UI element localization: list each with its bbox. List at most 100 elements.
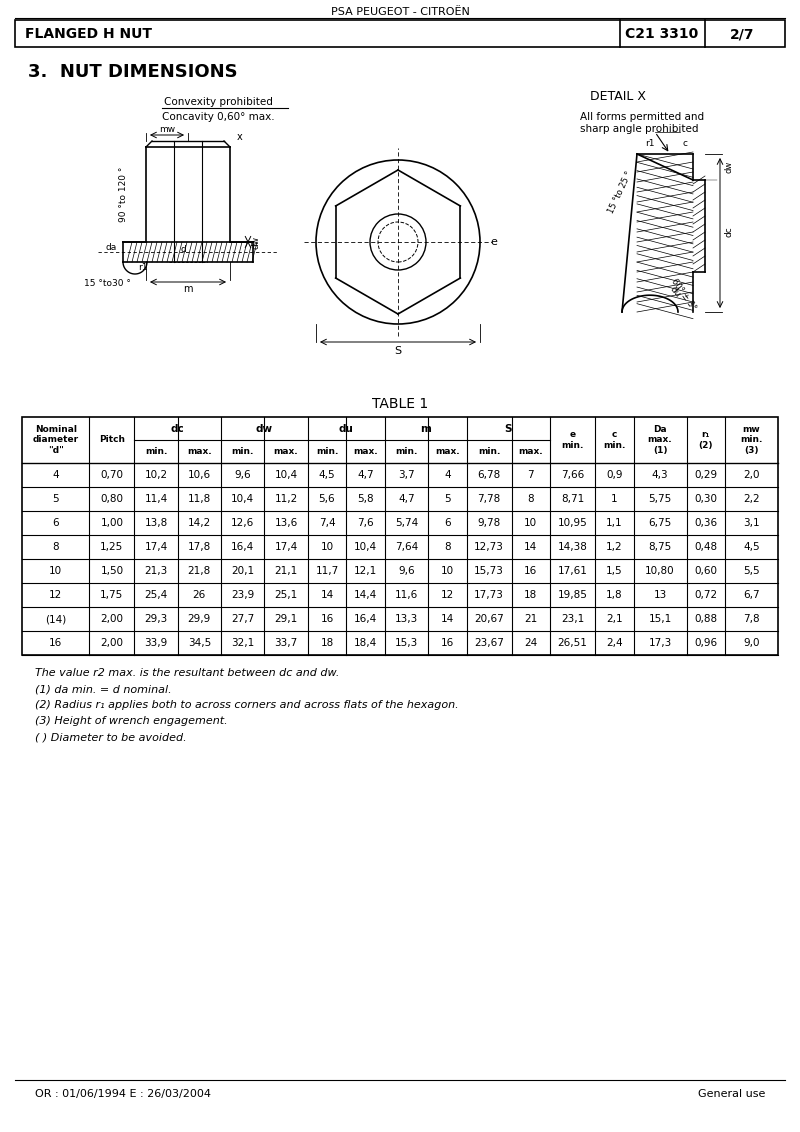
- Text: r1: r1: [138, 264, 148, 273]
- Text: 29,1: 29,1: [274, 614, 298, 624]
- Text: 4,7: 4,7: [398, 494, 414, 504]
- Text: 18: 18: [524, 590, 538, 600]
- Text: 18,4: 18,4: [354, 638, 377, 648]
- Text: du: du: [668, 285, 682, 299]
- Text: 10,95: 10,95: [558, 518, 587, 528]
- Text: 17,8: 17,8: [188, 542, 211, 552]
- Text: 8,71: 8,71: [561, 494, 584, 504]
- Text: 4,5: 4,5: [743, 542, 760, 552]
- Text: 20,67: 20,67: [474, 614, 504, 624]
- Text: du: du: [338, 423, 354, 434]
- Text: 29,3: 29,3: [145, 614, 168, 624]
- Text: 3.  NUT DIMENSIONS: 3. NUT DIMENSIONS: [28, 63, 238, 82]
- Text: 16,4: 16,4: [354, 614, 377, 624]
- Text: max.: max.: [518, 447, 543, 456]
- Text: 4,5: 4,5: [318, 470, 335, 480]
- Text: 21: 21: [524, 614, 538, 624]
- Text: 16: 16: [441, 638, 454, 648]
- Text: 4,3: 4,3: [652, 470, 668, 480]
- Text: mw
min.
(3): mw min. (3): [740, 426, 762, 455]
- Text: 0,29: 0,29: [694, 470, 718, 480]
- Text: 11,4: 11,4: [145, 494, 168, 504]
- Text: 27,7: 27,7: [231, 614, 254, 624]
- Text: 2,0: 2,0: [743, 470, 760, 480]
- Text: 16: 16: [320, 614, 334, 624]
- Text: (3) Height of wrench engagement.: (3) Height of wrench engagement.: [35, 717, 228, 726]
- Text: 12: 12: [441, 590, 454, 600]
- Text: 1,00: 1,00: [100, 518, 123, 528]
- Text: 0,9: 0,9: [606, 470, 622, 480]
- Text: 2,00: 2,00: [100, 638, 123, 648]
- Text: 10: 10: [441, 566, 454, 576]
- Text: 33,7: 33,7: [274, 638, 298, 648]
- Text: 13,8: 13,8: [145, 518, 168, 528]
- Text: dw: dw: [256, 423, 273, 434]
- Text: c: c: [682, 139, 687, 148]
- Text: d: d: [180, 245, 186, 254]
- Text: 5,75: 5,75: [649, 494, 672, 504]
- Text: 0,30: 0,30: [694, 494, 718, 504]
- Text: 10,4: 10,4: [274, 470, 298, 480]
- Text: 16,4: 16,4: [231, 542, 254, 552]
- Text: dc: dc: [725, 226, 734, 238]
- Text: 1,25: 1,25: [100, 542, 123, 552]
- Text: 12,73: 12,73: [474, 542, 504, 552]
- Text: 17,73: 17,73: [474, 590, 504, 600]
- Text: (2) Radius r₁ applies both to across corners and across flats of the hexagon.: (2) Radius r₁ applies both to across cor…: [35, 700, 458, 710]
- Text: Da
max.
(1): Da max. (1): [648, 426, 672, 455]
- Text: 10: 10: [524, 518, 538, 528]
- Text: 6,75: 6,75: [649, 518, 672, 528]
- Text: 23,9: 23,9: [231, 590, 254, 600]
- Text: 15,3: 15,3: [394, 638, 418, 648]
- Bar: [15, 20, 785, 48]
- Text: 33,9: 33,9: [145, 638, 168, 648]
- Text: 5: 5: [52, 494, 59, 504]
- Text: C21 3310: C21 3310: [626, 27, 698, 41]
- Text: dc: dc: [171, 423, 185, 434]
- Text: 3,7: 3,7: [398, 470, 414, 480]
- Text: r₁
(2): r₁ (2): [698, 430, 713, 449]
- Text: 18: 18: [320, 638, 334, 648]
- Text: 8: 8: [52, 542, 59, 552]
- Text: 10,6: 10,6: [188, 470, 211, 480]
- Text: 9,78: 9,78: [478, 518, 501, 528]
- Text: 10,2: 10,2: [145, 470, 167, 480]
- Text: 26: 26: [193, 590, 206, 600]
- Text: 19,85: 19,85: [558, 590, 587, 600]
- Text: 13: 13: [654, 590, 666, 600]
- Text: max.: max.: [435, 447, 460, 456]
- Text: ( ) Diameter to be avoided.: ( ) Diameter to be avoided.: [35, 732, 186, 741]
- Text: c
min.: c min.: [603, 430, 626, 449]
- Text: 26,51: 26,51: [558, 638, 587, 648]
- Text: 17,61: 17,61: [558, 566, 587, 576]
- Text: (1) da min. = d nominal.: (1) da min. = d nominal.: [35, 684, 172, 694]
- Text: 21,8: 21,8: [188, 566, 211, 576]
- Text: min.: min.: [395, 447, 418, 456]
- Text: 16: 16: [49, 638, 62, 648]
- Text: 1,8: 1,8: [606, 590, 622, 600]
- Text: 14: 14: [524, 542, 538, 552]
- Text: 1: 1: [611, 494, 618, 504]
- Text: 6,7: 6,7: [743, 590, 760, 600]
- Text: 12,1: 12,1: [354, 566, 377, 576]
- Text: FLANGED H NUT: FLANGED H NUT: [25, 27, 152, 41]
- Text: 5,8: 5,8: [357, 494, 374, 504]
- Text: 34,5: 34,5: [188, 638, 211, 648]
- Text: 10: 10: [49, 566, 62, 576]
- Text: e
min.: e min.: [562, 430, 584, 449]
- Text: 12: 12: [49, 590, 62, 600]
- Text: 6: 6: [52, 518, 59, 528]
- Text: 21,1: 21,1: [274, 566, 298, 576]
- Text: 7,4: 7,4: [318, 518, 335, 528]
- Text: 17,3: 17,3: [649, 638, 672, 648]
- Text: 16: 16: [524, 566, 538, 576]
- Text: 7,8: 7,8: [743, 614, 760, 624]
- Text: General use: General use: [698, 1089, 765, 1099]
- Text: S: S: [505, 423, 512, 434]
- Text: 5: 5: [444, 494, 450, 504]
- Text: 2/7: 2/7: [730, 27, 754, 41]
- Text: 0,96: 0,96: [694, 638, 718, 648]
- Text: 2,2: 2,2: [743, 494, 760, 504]
- Text: 1,2: 1,2: [606, 542, 622, 552]
- Text: 13,6: 13,6: [274, 518, 298, 528]
